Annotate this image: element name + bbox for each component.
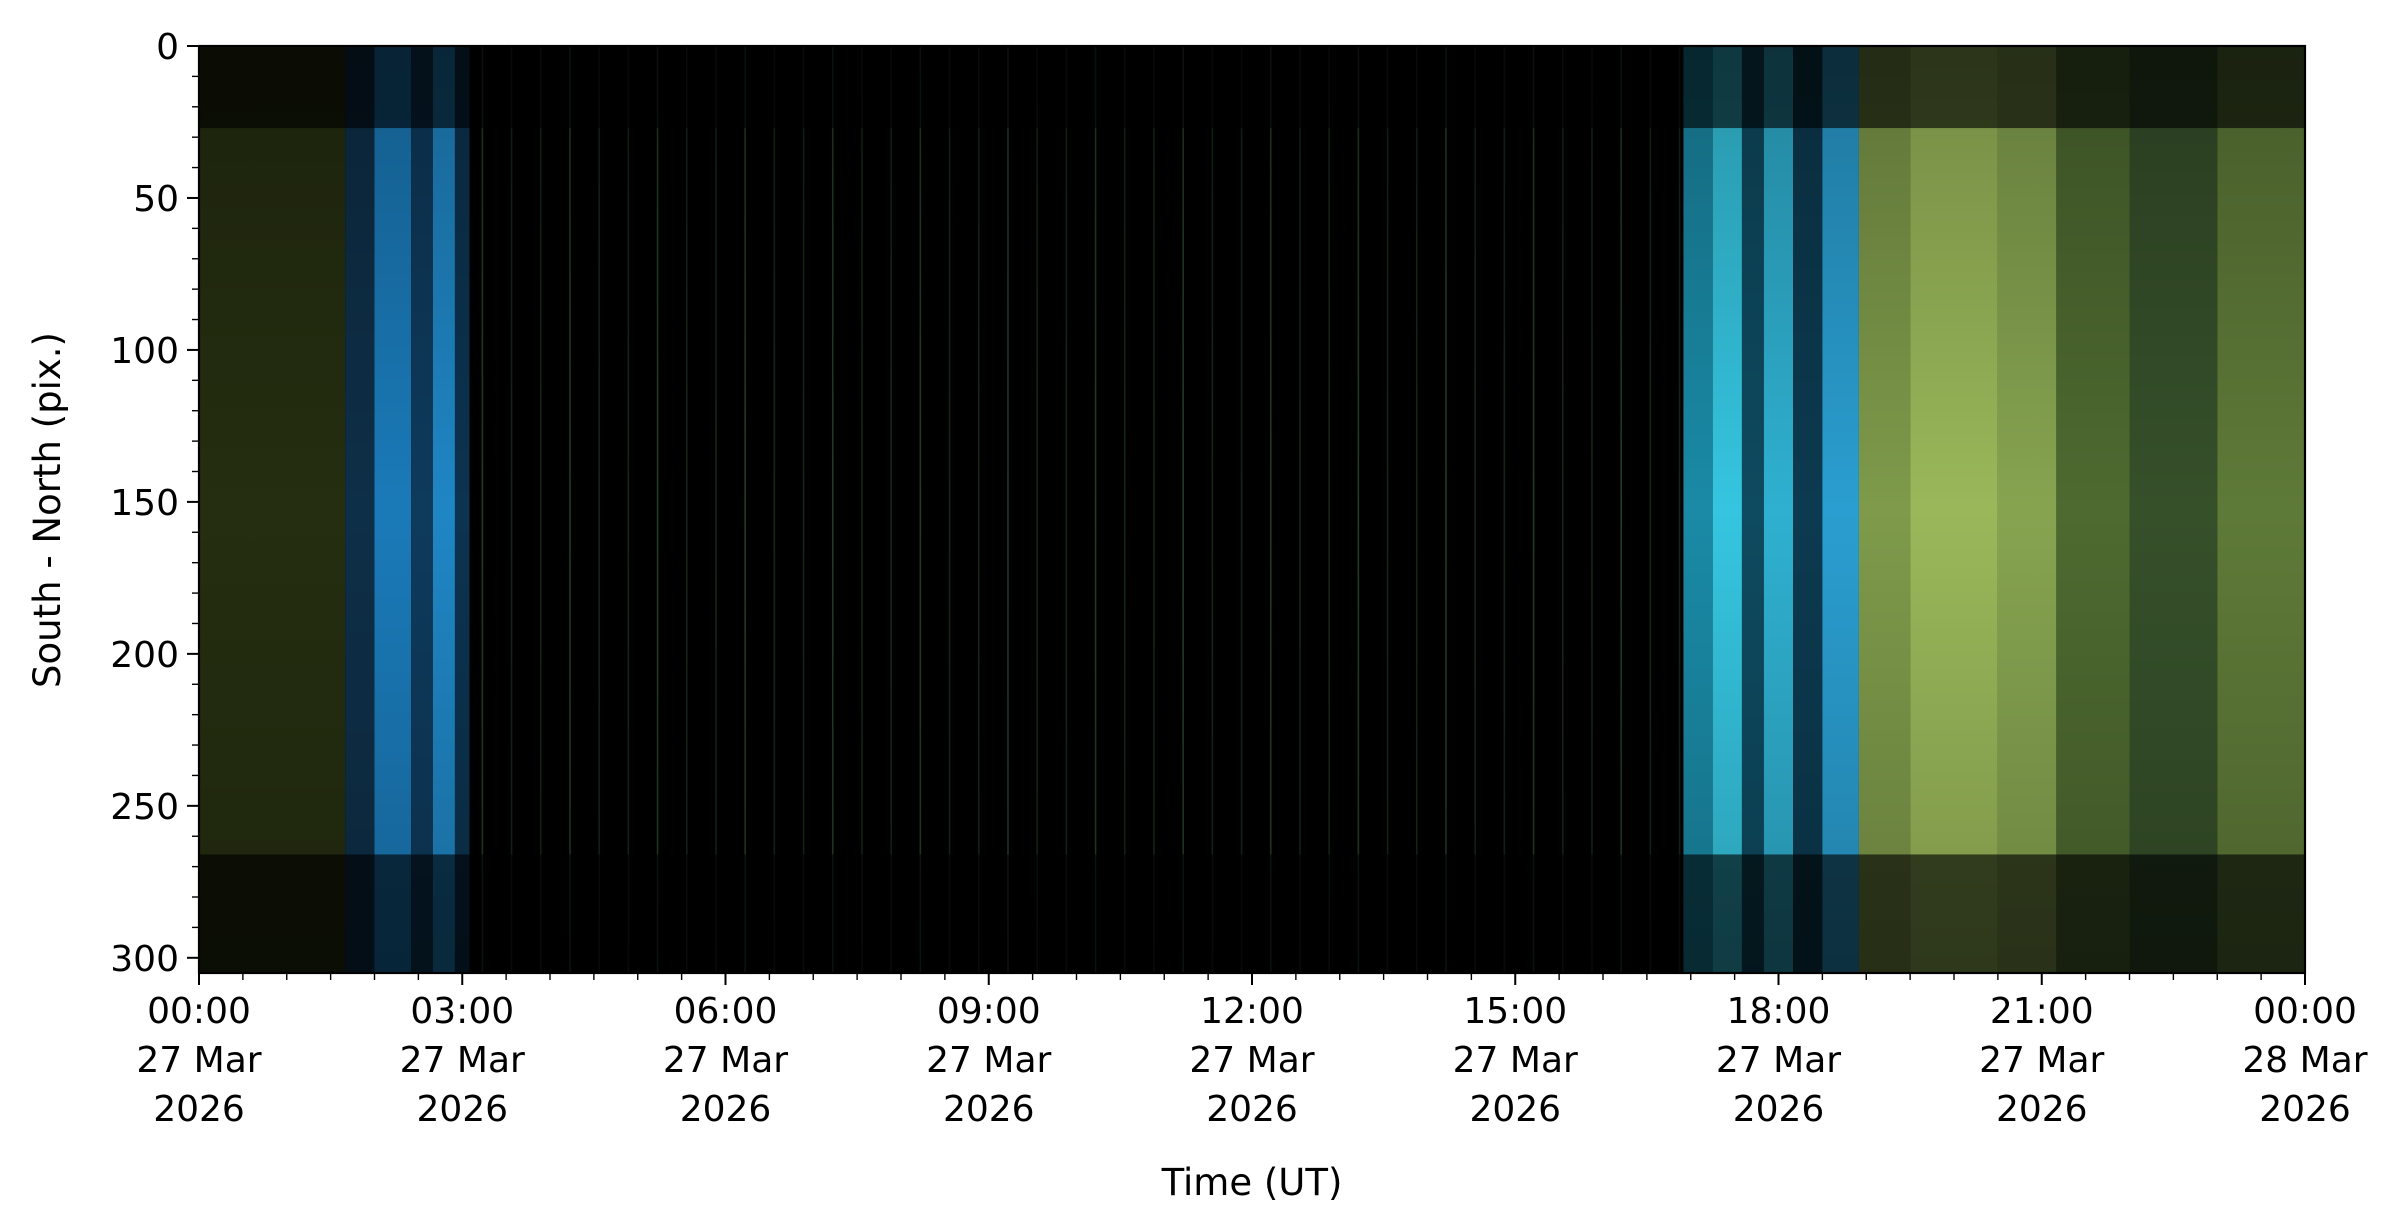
x-tick-label-line: 27 Mar	[926, 1040, 1051, 1081]
x-axis-label: Time (UT)	[1161, 1161, 1343, 1204]
x-tick-label: 03:00 27 Mar 2026	[400, 991, 525, 1130]
x-tick-label-line: 12:00	[1200, 991, 1304, 1032]
x-tick-label: 21:00 27 Mar 2026	[1979, 991, 2104, 1130]
y-tick-label: 50	[133, 179, 179, 220]
x-tick-label-line: 27 Mar	[1189, 1040, 1314, 1081]
x-tick-label: 15:00 27 Mar 2026	[1453, 991, 1578, 1130]
x-tick-label: 09:00 27 Mar 2026	[926, 991, 1051, 1130]
y-tick-label: 0	[156, 27, 179, 68]
x-tick-label-line: 09:00	[937, 991, 1041, 1032]
y-axis: 0 50 100 150 200 250 300	[110, 27, 199, 980]
x-tick-label-line: 2026	[2259, 1089, 2351, 1130]
x-tick-label-line: 27 Mar	[1979, 1040, 2104, 1081]
x-tick-label-line: 00:00	[147, 991, 251, 1032]
x-tick-label-line: 00:00	[2253, 991, 2357, 1032]
x-tick-label-line: 18:00	[1727, 991, 1831, 1032]
x-tick-label-line: 2026	[1733, 1089, 1825, 1130]
x-tick-label-line: 15:00	[1463, 991, 1567, 1032]
heatmap-shading	[199, 46, 2305, 973]
x-tick-label: 06:00 27 Mar 2026	[663, 991, 788, 1130]
x-tick-label-line: 27 Mar	[1453, 1040, 1578, 1081]
x-tick-label-line: 27 Mar	[1716, 1040, 1841, 1081]
x-tick-label: 00:00 28 Mar 2026	[2242, 991, 2367, 1130]
y-tick-label: 300	[110, 939, 179, 980]
x-tick-label-line: 06:00	[674, 991, 778, 1032]
x-tick-label-line: 27 Mar	[400, 1040, 525, 1081]
y-axis-label: South - North (pix.)	[26, 332, 69, 688]
y-tick-label: 250	[110, 787, 179, 828]
x-axis: 00:00 27 Mar 2026 03:00 27 Mar 2026 06:00 27 Ma…	[136, 973, 2368, 1130]
x-tick-label-line: 03:00	[410, 991, 514, 1032]
x-tick-label: 18:00 27 Mar 2026	[1716, 991, 1841, 1130]
x-tick-label-line: 2026	[1996, 1089, 2088, 1130]
y-tick-label: 100	[110, 331, 179, 372]
x-tick-label-line: 2026	[680, 1089, 772, 1130]
x-tick-label-line: 2026	[1206, 1089, 1298, 1130]
x-tick-label-line: 28 Mar	[2242, 1040, 2367, 1081]
x-tick-label-line: 2026	[416, 1089, 508, 1130]
x-tick-label-line: 21:00	[1990, 991, 2094, 1032]
y-tick-label: 150	[110, 483, 179, 524]
x-tick-label: 00:00 27 Mar 2026	[136, 991, 261, 1130]
x-tick-label-line: 27 Mar	[136, 1040, 261, 1081]
x-tick-label-line: 2026	[153, 1089, 245, 1130]
x-tick-label: 12:00 27 Mar 2026	[1189, 991, 1314, 1130]
x-tick-label-line: 2026	[943, 1089, 1035, 1130]
y-tick-label: 200	[110, 635, 179, 676]
x-tick-label-line: 2026	[1469, 1089, 1561, 1130]
x-tick-label-line: 27 Mar	[663, 1040, 788, 1081]
heatmap-image	[199, 46, 2305, 973]
